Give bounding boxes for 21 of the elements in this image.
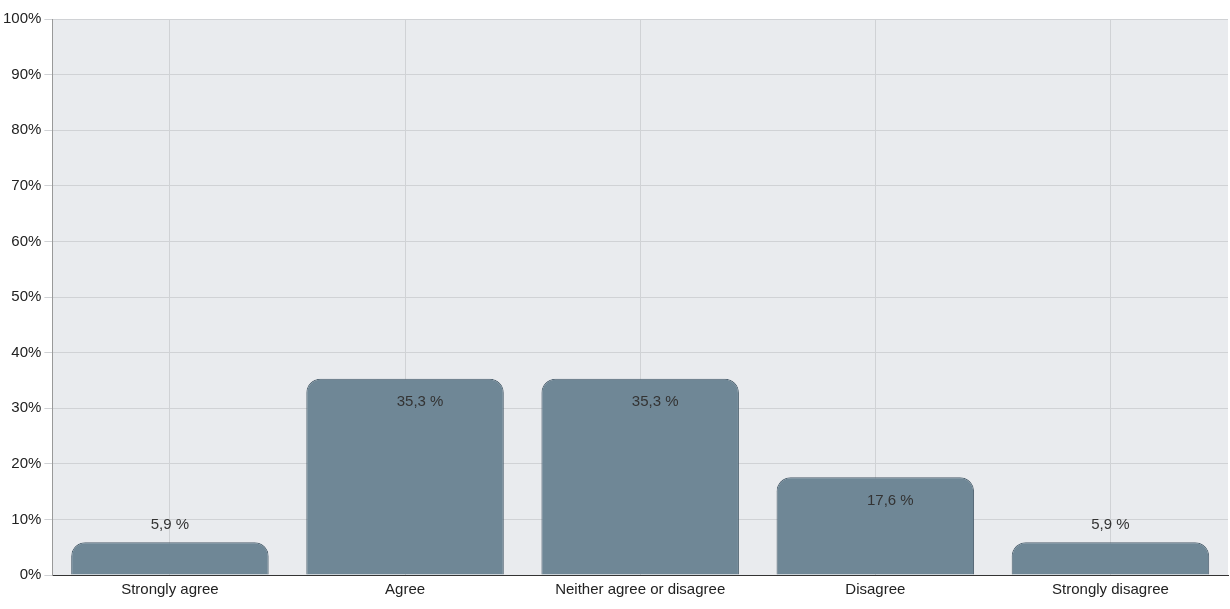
y-tick-label: 30% bbox=[11, 398, 42, 416]
y-tick-label: 10% bbox=[11, 509, 42, 527]
x-tick-label: Strongly disagree bbox=[1052, 580, 1169, 598]
data-label: 35,3 % bbox=[396, 392, 444, 410]
y-tick-label: 100% bbox=[2, 9, 42, 27]
x-tick-label: Agree bbox=[385, 580, 426, 598]
y-tick-label: 80% bbox=[11, 120, 42, 138]
x-tick-label: Strongly agree bbox=[121, 580, 219, 598]
y-tick-label: 70% bbox=[11, 175, 42, 193]
data-label: 35,3 % bbox=[631, 392, 679, 410]
x-tick-label: Neither agree or disagree bbox=[555, 580, 726, 598]
x-tick-label: Disagree bbox=[845, 580, 906, 598]
y-tick-label: 0% bbox=[19, 565, 42, 583]
y-tick-label: 90% bbox=[11, 64, 42, 82]
data-label: 5,9 % bbox=[150, 514, 190, 532]
data-label: 5,9 % bbox=[1091, 514, 1130, 532]
y-tick-label: 50% bbox=[11, 287, 42, 305]
y-tick-label: 20% bbox=[11, 453, 42, 471]
data-label: 17,6 % bbox=[866, 490, 914, 508]
y-tick-label: 60% bbox=[11, 231, 42, 249]
y-tick-label: 40% bbox=[11, 342, 42, 360]
